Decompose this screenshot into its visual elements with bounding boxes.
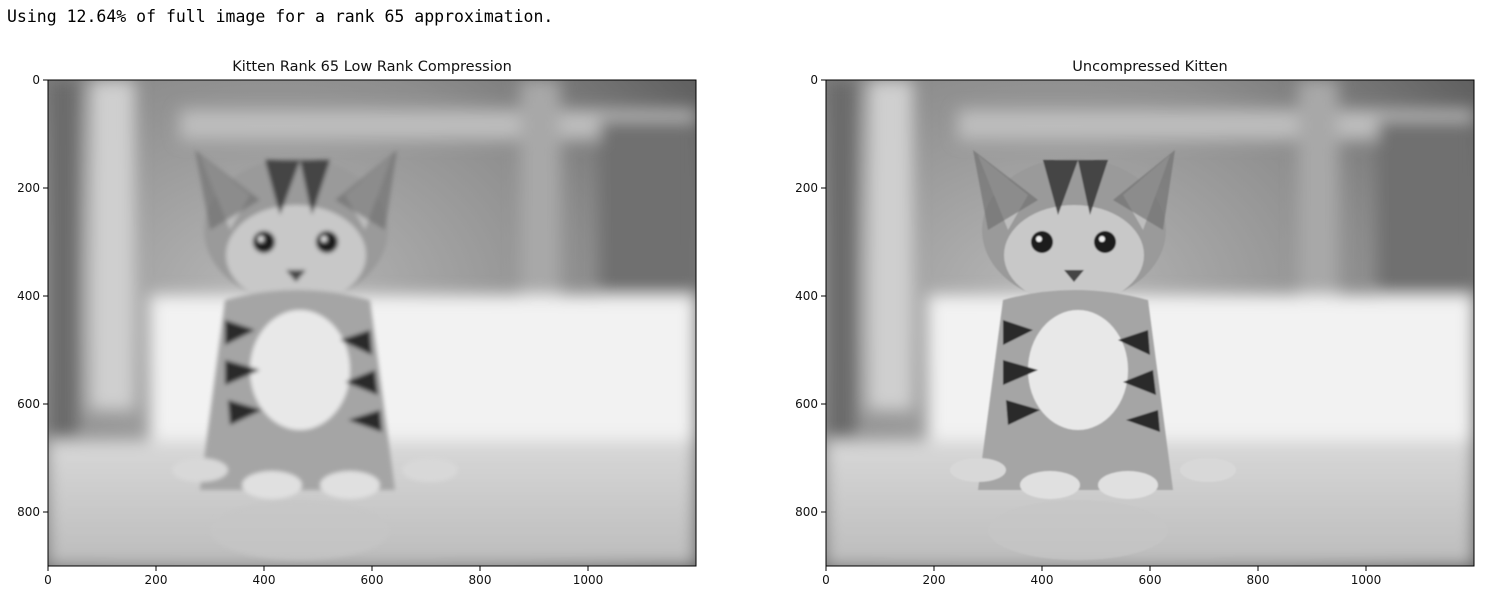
y-tick-label: 200 xyxy=(795,181,818,195)
kitten-image xyxy=(826,80,1474,566)
cell-output-text: Using 12.64% of full image for a rank 65… xyxy=(7,7,554,26)
x-tick-label: 800 xyxy=(1247,573,1270,587)
x-tick-label: 400 xyxy=(1031,573,1054,587)
x-tick-label: 200 xyxy=(923,573,946,587)
x-tick-label: 600 xyxy=(361,573,384,587)
plot-title: Kitten Rank 65 Low Rank Compression xyxy=(232,59,512,75)
y-tick-label: 600 xyxy=(17,397,40,411)
y-tick-label: 800 xyxy=(17,505,40,519)
uncompressed-kitten-plot: Uncompressed Kitten xyxy=(778,0,1487,600)
x-tick-label: 1000 xyxy=(1351,573,1382,587)
x-axis-ticks: 0 200 400 600 800 1000 xyxy=(44,566,603,587)
kitten-image xyxy=(48,80,696,566)
y-tick-label: 200 xyxy=(17,181,40,195)
x-tick-label: 0 xyxy=(822,573,830,587)
plot-title: Uncompressed Kitten xyxy=(1072,59,1227,75)
x-tick-label: 400 xyxy=(253,573,276,587)
y-tick-label: 0 xyxy=(32,73,40,87)
uncompressed-plot-svg: Uncompressed Kitten xyxy=(795,59,1475,587)
y-tick-label: 0 xyxy=(810,73,818,87)
y-tick-label: 400 xyxy=(795,289,818,303)
y-axis-ticks: 0 200 400 600 800 xyxy=(17,73,48,519)
compressed-kitten-plot: Kitten Rank 65 Low Rank Compression xyxy=(0,0,740,600)
x-tick-label: 200 xyxy=(145,573,168,587)
x-tick-label: 600 xyxy=(1139,573,1162,587)
x-tick-label: 1000 xyxy=(573,573,604,587)
y-tick-label: 800 xyxy=(795,505,818,519)
y-tick-label: 400 xyxy=(17,289,40,303)
y-axis-ticks: 0 200 400 600 800 xyxy=(795,73,826,519)
x-tick-label: 800 xyxy=(469,573,492,587)
compressed-plot-svg: Kitten Rank 65 Low Rank Compression xyxy=(17,59,697,587)
x-tick-label: 0 xyxy=(44,573,52,587)
y-tick-label: 600 xyxy=(795,397,818,411)
x-axis-ticks: 0 200 400 600 800 1000 xyxy=(822,566,1381,587)
